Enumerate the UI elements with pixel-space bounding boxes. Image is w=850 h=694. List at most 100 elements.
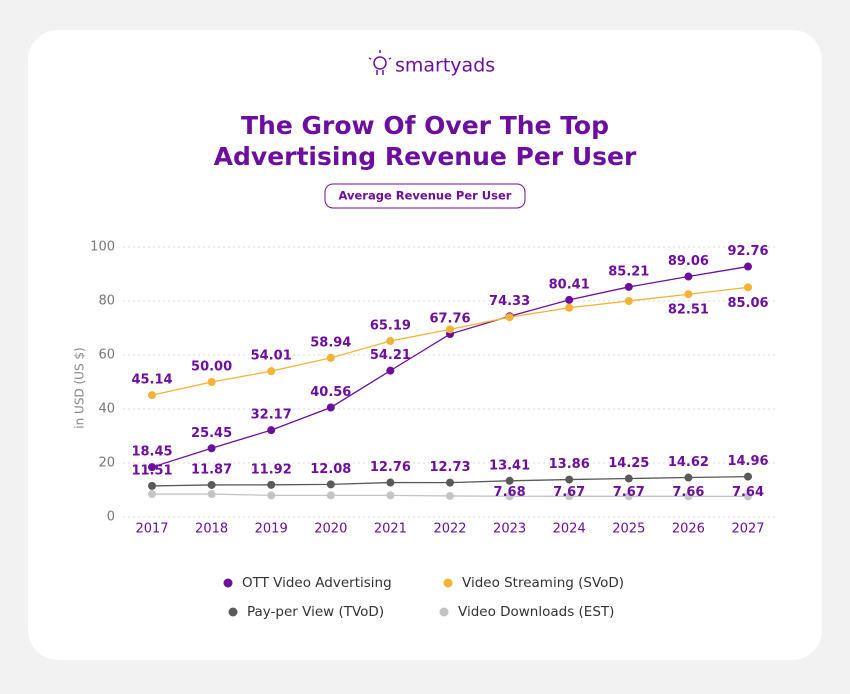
data-point (684, 473, 693, 482)
legend-marker (443, 578, 453, 588)
data-point (744, 492, 752, 501)
data-label: 80.41 (549, 277, 590, 292)
data-label: 12.08 (310, 462, 351, 477)
data-point (684, 272, 693, 281)
data-label: 11.87 (191, 462, 232, 477)
y-tick-label: 80 (98, 294, 115, 309)
data-point (148, 490, 156, 499)
y-axis-label: in USD (US $) (73, 347, 87, 428)
legend-label: Video Streaming (SVoD) (462, 575, 624, 591)
data-point (148, 481, 156, 490)
data-label: 12.76 (370, 460, 411, 475)
x-tick-label: 2025 (612, 522, 645, 537)
data-point (326, 353, 335, 362)
data-point (624, 282, 633, 291)
card (28, 30, 822, 660)
data-point (505, 492, 514, 501)
data-label: 7.68 (494, 485, 526, 500)
data-label: 58.94 (310, 335, 351, 350)
data-label: 7.67 (553, 485, 585, 500)
chart-title: The Grow Of Over The Top (241, 111, 609, 140)
data-label: 32.17 (251, 408, 292, 423)
data-point (207, 378, 216, 386)
data-point (565, 295, 574, 304)
y-tick-label: 60 (98, 348, 115, 363)
data-point (565, 475, 574, 484)
data-point (744, 283, 752, 292)
data-label: 13.41 (489, 458, 530, 473)
data-point (446, 491, 454, 500)
data-point (386, 478, 395, 487)
data-point (207, 480, 216, 489)
data-label: 7.64 (732, 485, 764, 500)
logo-icon (368, 50, 392, 75)
data-label: 14.96 (727, 454, 768, 469)
data-point (326, 480, 335, 489)
data-label: 14.25 (608, 456, 649, 471)
y-tick-label: 20 (98, 456, 115, 471)
data-point (326, 403, 335, 412)
data-point (684, 290, 693, 299)
data-label: 54.21 (370, 348, 411, 363)
x-tick-label: 2018 (195, 522, 228, 537)
data-label: 18.45 (131, 445, 172, 460)
data-point (624, 474, 633, 483)
chart-title: Advertising Revenue Per User (214, 142, 637, 171)
data-point (148, 463, 156, 472)
data-point (148, 391, 156, 400)
data-label: 13.86 (549, 457, 590, 472)
data-point (267, 367, 276, 376)
legend-marker (223, 578, 233, 588)
legend-marker (228, 607, 238, 617)
data-point (684, 492, 693, 501)
data-point (326, 491, 335, 500)
data-point (267, 426, 276, 435)
data-label: 67.76 (429, 312, 470, 327)
x-tick-label: 2027 (731, 522, 764, 537)
data-label: 40.56 (310, 385, 351, 400)
x-tick-label: 2021 (374, 522, 407, 537)
data-point (624, 492, 633, 501)
data-label: 12.73 (429, 460, 470, 475)
data-point (267, 491, 276, 500)
data-point (386, 336, 395, 345)
legend-label: OTT Video Advertising (242, 575, 392, 591)
x-tick-label: 2017 (135, 522, 168, 537)
data-label: 89.06 (668, 254, 709, 269)
data-point (267, 480, 276, 489)
data-point (565, 303, 574, 312)
data-label: 11.51 (131, 463, 172, 478)
data-label: 7.67 (613, 485, 645, 500)
data-label: 54.01 (251, 349, 292, 364)
data-point (744, 262, 752, 271)
data-point (505, 476, 514, 485)
data-label: 50.00 (191, 360, 232, 375)
data-label: 25.45 (191, 426, 232, 441)
x-tick-label: 2022 (433, 522, 466, 537)
data-point (386, 491, 395, 500)
data-point (744, 472, 752, 481)
data-point (446, 478, 454, 487)
data-point (207, 490, 216, 499)
y-tick-label: 100 (90, 240, 115, 255)
subtitle-pill (324, 183, 526, 209)
data-point (565, 492, 574, 501)
x-tick-label: 2020 (314, 522, 347, 537)
data-label: 14.62 (668, 455, 709, 470)
data-point (624, 297, 633, 305)
legend-label: Video Downloads (EST) (458, 604, 614, 620)
x-tick-label: 2024 (553, 522, 586, 537)
data-label: 65.19 (370, 318, 411, 333)
data-label: 7.66 (672, 485, 704, 500)
brand: smartyads (395, 55, 495, 77)
data-label: 45.14 (131, 373, 172, 388)
legend-label: Pay-per View (TVoD) (247, 604, 384, 620)
subtitle: Average Revenue Per User (339, 189, 512, 203)
data-label: 11.92 (251, 462, 292, 477)
x-tick-label: 2019 (255, 522, 288, 537)
data-point (207, 444, 216, 453)
x-tick-label: 2026 (672, 522, 705, 537)
y-tick-label: 40 (98, 402, 115, 417)
data-label: 74.33 (489, 294, 530, 309)
